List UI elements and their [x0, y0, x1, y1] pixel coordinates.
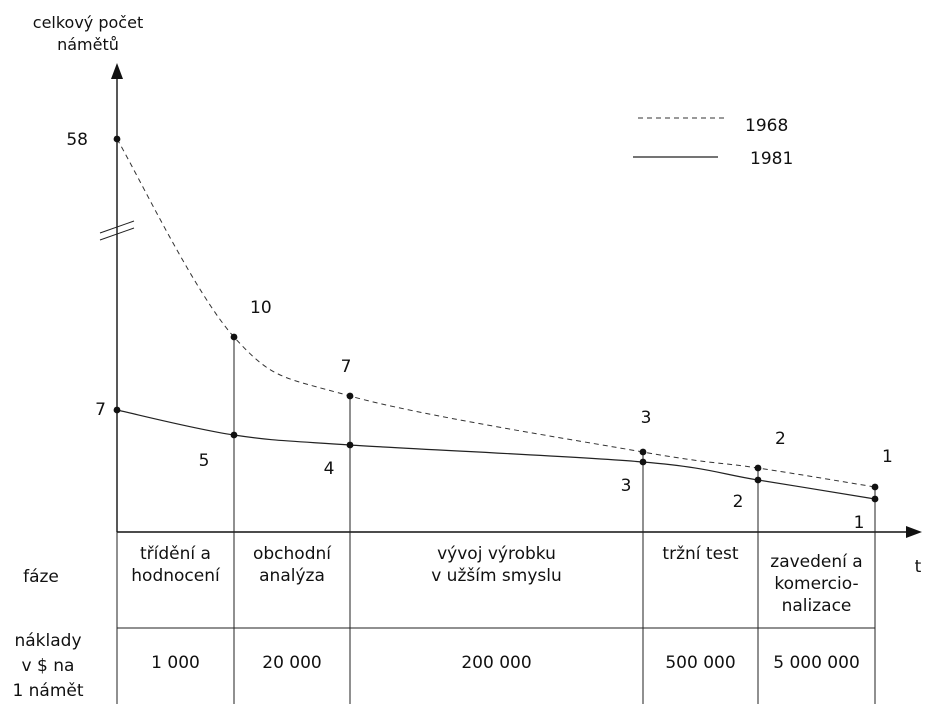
phase-1-label-line-0: obchodní [253, 544, 332, 564]
series-1968-point-0 [113, 135, 121, 143]
y-axis-title-line-1: celkový počet [33, 13, 143, 32]
series-1968-label-2: 7 [341, 357, 352, 377]
phase-3-label-line-0: tržní test [662, 544, 738, 564]
data-markers [113, 135, 879, 503]
cost-row-label-line-1: náklady [14, 631, 81, 651]
series-1968-label-1: 10 [250, 298, 272, 318]
legend: 1968 1981 [633, 116, 793, 169]
axis-break-mark-2 [99, 227, 135, 241]
series-1981-label-5: 1 [854, 513, 865, 533]
series-1968-point-4 [754, 464, 762, 472]
legend-1981-label: 1981 [750, 149, 793, 169]
y-axis-title: celkový počet námětů [33, 13, 143, 54]
y-axis-title-line-2: námětů [57, 35, 119, 54]
x-axis [117, 526, 922, 538]
cost-labels: 1 000 20 000 200 000 500 000 5 000 000 [151, 653, 860, 673]
cost-row-label: náklady v $ na 1 námět [12, 631, 83, 701]
phase-0-label-line-1: hodnocení [131, 566, 221, 586]
series-1981-label-1: 5 [199, 451, 210, 471]
phase-0-cost: 1 000 [151, 653, 200, 673]
series-1968-point-5 [871, 483, 879, 491]
phase-2-label-line-0: vývoj výrobku [437, 544, 556, 564]
phase-4-label-line-0: zavedení a [770, 552, 862, 572]
series-1981-label-2: 4 [324, 459, 335, 479]
phase-4-cost: 5 000 000 [773, 653, 860, 673]
phase-1-cost: 20 000 [262, 653, 321, 673]
series-1981-label-0: 7 [95, 400, 106, 420]
cost-row-label-line-3: 1 námět [12, 681, 83, 701]
series-1981-point-2 [346, 441, 354, 449]
series-1968-label-3: 3 [641, 408, 652, 428]
series-1981-label-3: 3 [621, 476, 632, 496]
series-1968-point-1 [230, 333, 238, 341]
series-1981-point-0 [113, 406, 121, 414]
phase-0-label-line-0: třídění a [140, 544, 211, 564]
series-1968-point-3 [639, 448, 647, 456]
phase-4-label-line-1: komercio- [774, 574, 858, 594]
phase-4-label-line-2: nalizace [782, 596, 852, 616]
legend-1968-label: 1968 [745, 116, 788, 136]
series-1981-point-3 [639, 458, 647, 466]
phase-3-cost: 500 000 [665, 653, 735, 673]
phase-row-label: fáze [23, 567, 59, 587]
series-1981-line [116, 409, 876, 500]
series-1981-point-5 [871, 495, 879, 503]
axis-break-mark-1 [99, 220, 135, 234]
y-axis-arrow [111, 63, 123, 79]
series-1981-point-4 [754, 476, 762, 484]
phase-2-label-line-1: v užším smyslu [431, 566, 562, 586]
phase-1-label-line-1: analýza [259, 566, 325, 586]
phase-dividers [116, 337, 876, 704]
phase-2-cost: 200 000 [461, 653, 531, 673]
y-axis [99, 63, 135, 532]
data-labels: 58 10 7 3 2 1 7 5 4 3 2 1 [66, 130, 892, 533]
series-1981-label-4: 2 [733, 492, 744, 512]
x-axis-title: t [915, 557, 922, 577]
series-1968-label-5: 1 [882, 447, 893, 467]
cost-row-label-line-2: v $ na [22, 656, 75, 676]
series-1968-point-2 [346, 392, 354, 400]
series-1981-point-1 [230, 431, 238, 439]
series-1968-label-4: 2 [775, 429, 786, 449]
x-axis-arrow [906, 526, 922, 538]
series-1968-label-0: 58 [66, 130, 88, 150]
